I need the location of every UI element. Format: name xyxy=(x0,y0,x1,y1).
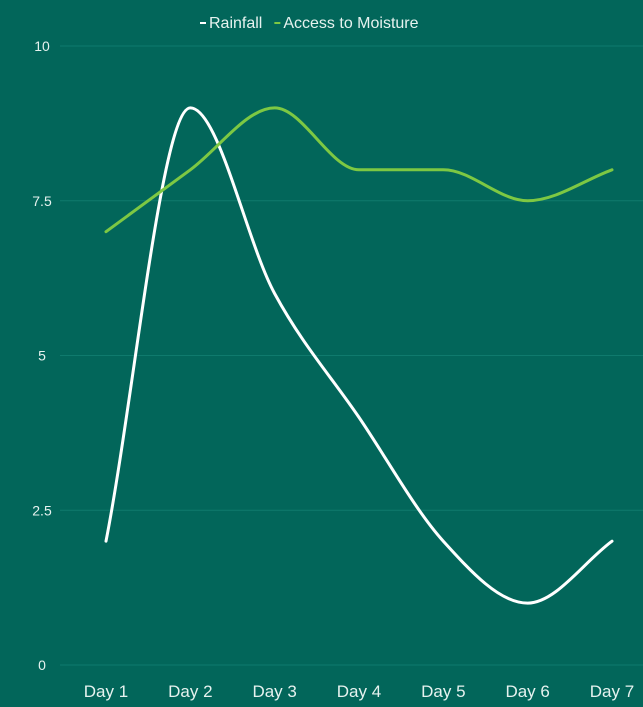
x-tick-label: Day 2 xyxy=(168,682,212,701)
legend-swatch xyxy=(200,22,206,24)
x-tick-label: Day 4 xyxy=(337,682,381,701)
legend-label: Rainfall xyxy=(209,15,262,32)
y-tick-label: 0 xyxy=(38,657,46,673)
legend-label: Access to Moisture xyxy=(283,15,418,32)
x-tick-label: Day 5 xyxy=(421,682,465,701)
x-tick-label: Day 7 xyxy=(590,682,634,701)
legend-item: Rainfall xyxy=(200,15,262,32)
y-tick-label: 2.5 xyxy=(32,502,52,518)
x-tick-label: Day 3 xyxy=(252,682,296,701)
legend-item: Access to Moisture xyxy=(274,15,418,32)
legend-swatch xyxy=(274,22,280,24)
y-tick-label: 7.5 xyxy=(32,193,52,209)
y-tick-label: 10 xyxy=(34,38,50,54)
x-tick-label: Day 6 xyxy=(505,682,549,701)
legend: Rainfall Access to Moisture xyxy=(200,15,419,32)
y-tick-label: 5 xyxy=(38,348,46,364)
x-tick-label: Day 1 xyxy=(84,682,128,701)
